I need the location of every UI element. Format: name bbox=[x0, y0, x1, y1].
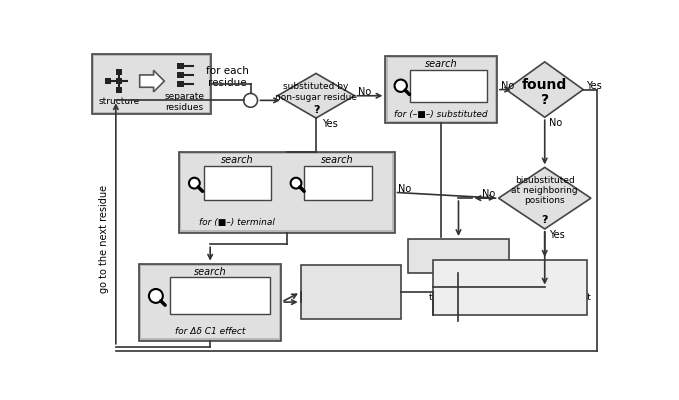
Text: No: No bbox=[359, 87, 371, 97]
Text: search: search bbox=[320, 156, 353, 166]
Bar bbox=[177, 81, 183, 87]
Text: structure: structure bbox=[98, 97, 140, 106]
Text: spectral
database: spectral database bbox=[418, 72, 479, 100]
Bar bbox=[179, 152, 394, 233]
Text: search: search bbox=[425, 59, 458, 69]
Bar bbox=[177, 63, 183, 69]
Bar bbox=[301, 265, 401, 319]
Bar bbox=[409, 239, 509, 273]
Text: spectral DB,
effect DB: spectral DB, effect DB bbox=[179, 282, 261, 310]
Bar bbox=[139, 264, 281, 340]
Polygon shape bbox=[278, 74, 354, 118]
Bar bbox=[177, 72, 183, 78]
Text: for Δδ C1 effect: for Δδ C1 effect bbox=[175, 327, 245, 336]
Text: search: search bbox=[221, 156, 253, 166]
Text: varying type (–OH/–NH₂/deox)
and orientation (ax/eq/any) of
the group at C2 of t: varying type (–OH/–NH₂/deox) and orienta… bbox=[429, 272, 591, 302]
Polygon shape bbox=[498, 167, 591, 229]
Bar bbox=[386, 56, 497, 124]
Text: ?: ? bbox=[313, 105, 319, 115]
Bar bbox=[116, 78, 122, 84]
Text: separate
residues: separate residues bbox=[164, 92, 204, 112]
Text: Yes: Yes bbox=[549, 230, 564, 240]
Bar bbox=[116, 69, 122, 75]
Text: search: search bbox=[194, 267, 227, 277]
Text: ?: ? bbox=[541, 215, 548, 225]
Text: found: found bbox=[522, 78, 568, 92]
Text: effect
database: effect database bbox=[310, 172, 367, 194]
Bar bbox=[181, 154, 392, 230]
Text: Yes: Yes bbox=[323, 119, 338, 129]
Bar bbox=[204, 166, 272, 200]
Text: No: No bbox=[549, 118, 562, 128]
Bar bbox=[141, 266, 279, 338]
Text: No: No bbox=[399, 184, 411, 194]
Circle shape bbox=[189, 178, 200, 188]
Text: No: No bbox=[481, 189, 495, 199]
Text: ?: ? bbox=[540, 93, 549, 107]
Circle shape bbox=[244, 94, 257, 107]
Text: Yes: Yes bbox=[585, 81, 602, 91]
Circle shape bbox=[394, 80, 407, 92]
Circle shape bbox=[149, 289, 163, 303]
Text: for (■–) terminal: for (■–) terminal bbox=[199, 218, 275, 226]
Text: spectral
database: spectral database bbox=[208, 172, 266, 194]
Bar bbox=[170, 278, 270, 314]
Bar bbox=[116, 87, 122, 94]
Text: for (–■–) substituted: for (–■–) substituted bbox=[394, 110, 488, 119]
Text: No: No bbox=[501, 81, 514, 91]
Polygon shape bbox=[507, 62, 583, 117]
Text: for cyclic
monosaccharides:
+ Δδ C2,C5: for cyclic monosaccharides: + Δδ C2,C5 bbox=[306, 276, 395, 309]
Polygon shape bbox=[140, 70, 164, 92]
Bar bbox=[105, 78, 111, 84]
Circle shape bbox=[291, 178, 301, 188]
Bar bbox=[304, 166, 372, 200]
Text: search again
(max. 16 times): search again (max. 16 times) bbox=[420, 245, 497, 267]
Bar bbox=[388, 58, 495, 121]
Bar bbox=[92, 54, 211, 114]
Text: go to the next residue: go to the next residue bbox=[98, 185, 109, 293]
Bar bbox=[410, 70, 487, 102]
Bar bbox=[433, 260, 587, 315]
Bar bbox=[94, 56, 209, 112]
Text: bisubstituted
at neighboring
positions: bisubstituted at neighboring positions bbox=[511, 176, 578, 205]
Text: substituted by
non-sugar residue: substituted by non-sugar residue bbox=[275, 82, 357, 102]
Text: for each
residue: for each residue bbox=[206, 66, 249, 88]
